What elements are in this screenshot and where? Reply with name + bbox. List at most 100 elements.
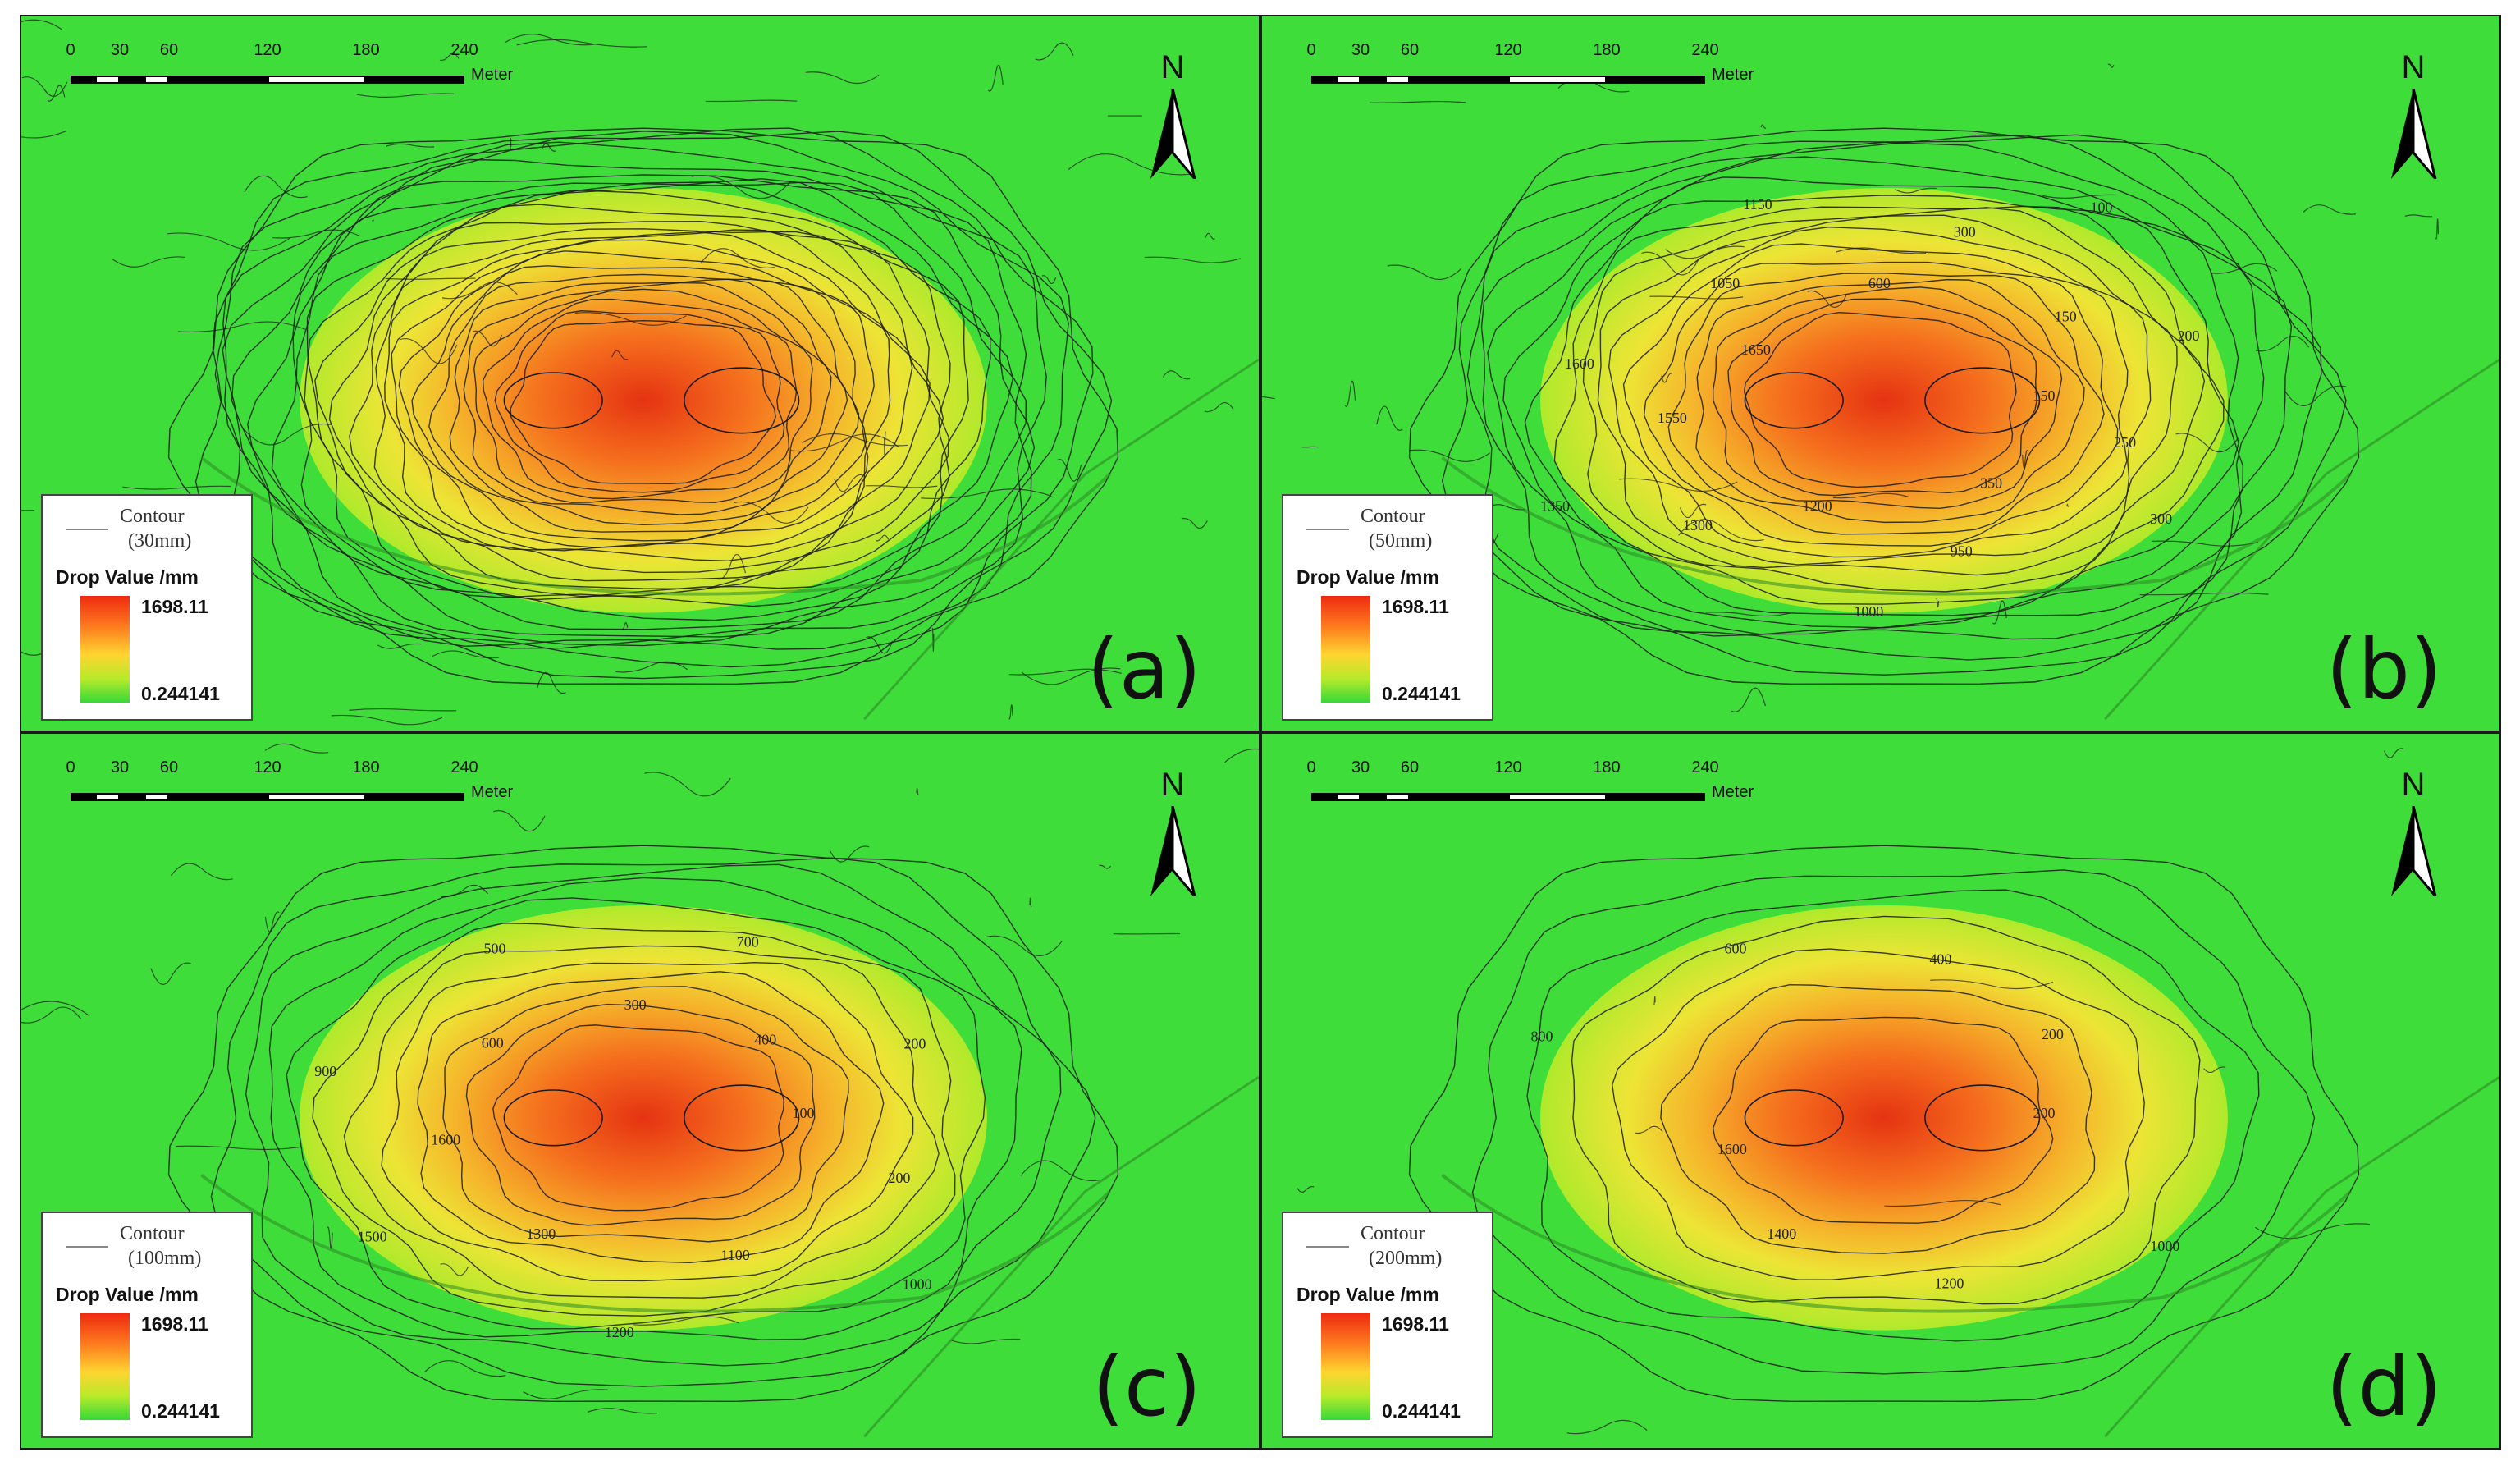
contour-value-label: 200 [2033, 1105, 2056, 1121]
contour-ring [494, 310, 785, 493]
background-contour [1661, 373, 1673, 383]
scale-tick-label: 120 [1494, 758, 1522, 776]
background-contour [865, 485, 938, 488]
scale-bar-segment [1361, 793, 1385, 801]
background-contour [1760, 124, 1767, 129]
contour-ring [465, 1003, 816, 1226]
background-contour [1409, 449, 1490, 462]
background-contour [2404, 214, 2433, 218]
background-contour [1205, 232, 1215, 240]
contour-ring [1712, 286, 2063, 510]
background-contour [505, 34, 595, 46]
contour-ring [349, 228, 944, 582]
background-contour [1008, 704, 1013, 720]
fracture-arc [200, 456, 1111, 596]
background-contour [916, 787, 919, 795]
road-line [863, 358, 1259, 721]
scale-tick-label: 120 [254, 41, 281, 59]
north-arrow-icon [2391, 806, 2437, 896]
background-contour [611, 350, 629, 360]
scale-bar-segment [1361, 76, 1385, 84]
contour-value-label: 1600 [1565, 355, 1594, 372]
maximum-center-contour [684, 367, 800, 434]
north-arrow: N [2385, 49, 2442, 181]
contour-ring [1471, 869, 2316, 1375]
drop-contour-map: 1002001000110012001300150016009006005003… [21, 734, 1259, 1448]
background-contour [950, 1338, 1021, 1344]
legend-value-title: Drop Value /mm [1297, 566, 1439, 588]
contour-ring [1608, 227, 2152, 566]
background-contour [244, 175, 308, 199]
scale-tick-label: 0 [1306, 41, 1316, 59]
background-contour [1635, 1125, 1663, 1134]
contour-ring [307, 190, 969, 601]
legend-contour-interval: (50mm) [1369, 530, 1433, 552]
color-ramp [1321, 1313, 1370, 1420]
background-contour [21, 1001, 90, 1016]
background-contour [493, 810, 546, 832]
background-contour [1665, 245, 1745, 259]
background-contour [2175, 433, 2239, 453]
scale-bar-segment [366, 793, 464, 801]
contour-ring [1582, 207, 2206, 593]
contour-value-label: 250 [2114, 434, 2136, 451]
background-contour [440, 1263, 469, 1276]
contour-value-label: 200 [888, 1170, 910, 1186]
contour-value-label: 1000 [1854, 603, 1883, 620]
scale-tick-label: 60 [1400, 758, 1420, 776]
background-contour [1262, 396, 1275, 400]
contour-ring [373, 229, 931, 574]
contour-ring [167, 127, 1119, 685]
contour-ring [463, 282, 832, 515]
contour-value-label: 150 [2033, 387, 2056, 404]
legend-contour-title: Contour [1361, 1223, 1425, 1244]
contour-ring [391, 239, 891, 552]
maximum-center-contour [1744, 372, 1844, 429]
contour-value-label: 150 [2055, 309, 2077, 325]
scale-tick-label: 120 [254, 758, 281, 776]
contour-ring [510, 319, 776, 484]
map-panel-a: 0 30 60 120 180 240 Meter N Contour (30mm) Dro… [20, 15, 1260, 732]
map-panel-c: 100 200 1000 1100 1200 1300 1500 1600 900 600 500 3… [20, 732, 1260, 1450]
background-contour [1144, 256, 1241, 263]
legend-value-title: Drop Value /mm [56, 566, 199, 588]
background-contour [1369, 100, 1466, 103]
contour-value-label: 200 [2178, 328, 2200, 344]
legend-max-value: 1698.11 [141, 1313, 208, 1335]
legend-min-value: 0.244141 [141, 683, 220, 704]
scale-tick-label: 30 [1351, 41, 1370, 59]
background-contour [331, 714, 443, 726]
contour-value-label: 600 [1725, 940, 1747, 956]
contour-value-label: 1650 [1741, 341, 1771, 358]
north-arrow-icon [1150, 89, 1196, 179]
panel-label: (d) [2326, 1339, 2442, 1435]
background-contour [876, 534, 890, 542]
scale-bar-segment [1607, 76, 1705, 84]
background-contour [1029, 897, 1032, 908]
contour-ring [482, 298, 798, 500]
maximum-center-contour [1924, 1084, 2041, 1152]
road-line [2104, 1075, 2499, 1438]
legend-value-title: Drop Value /mm [56, 1284, 199, 1305]
background-contour [272, 229, 360, 239]
background-contour [1653, 996, 1656, 1005]
contour-value-label: 1000 [2150, 1238, 2179, 1254]
scale-bar-segment [1385, 76, 1410, 84]
contour-line-swatch [66, 1246, 108, 1248]
background-contour [2203, 1066, 2226, 1074]
contour-ring [328, 221, 949, 590]
north-arrow: N [1144, 767, 1201, 898]
scale-tick-label: 60 [1400, 41, 1420, 59]
background-contour [1224, 748, 1259, 763]
contour-ring [210, 857, 1096, 1387]
north-arrow-icon [1150, 806, 1196, 896]
north-label: N [1160, 49, 1185, 85]
contour-value-label: 1400 [1767, 1225, 1796, 1242]
panel-label: (c) [1091, 1339, 1201, 1435]
contour-ring [1667, 273, 2105, 535]
maximum-center-contour [503, 372, 603, 429]
background-contour [789, 433, 899, 452]
fracture-arc [1441, 1173, 2352, 1313]
background-contour [805, 71, 880, 85]
contour-line-swatch [1306, 529, 1349, 530]
